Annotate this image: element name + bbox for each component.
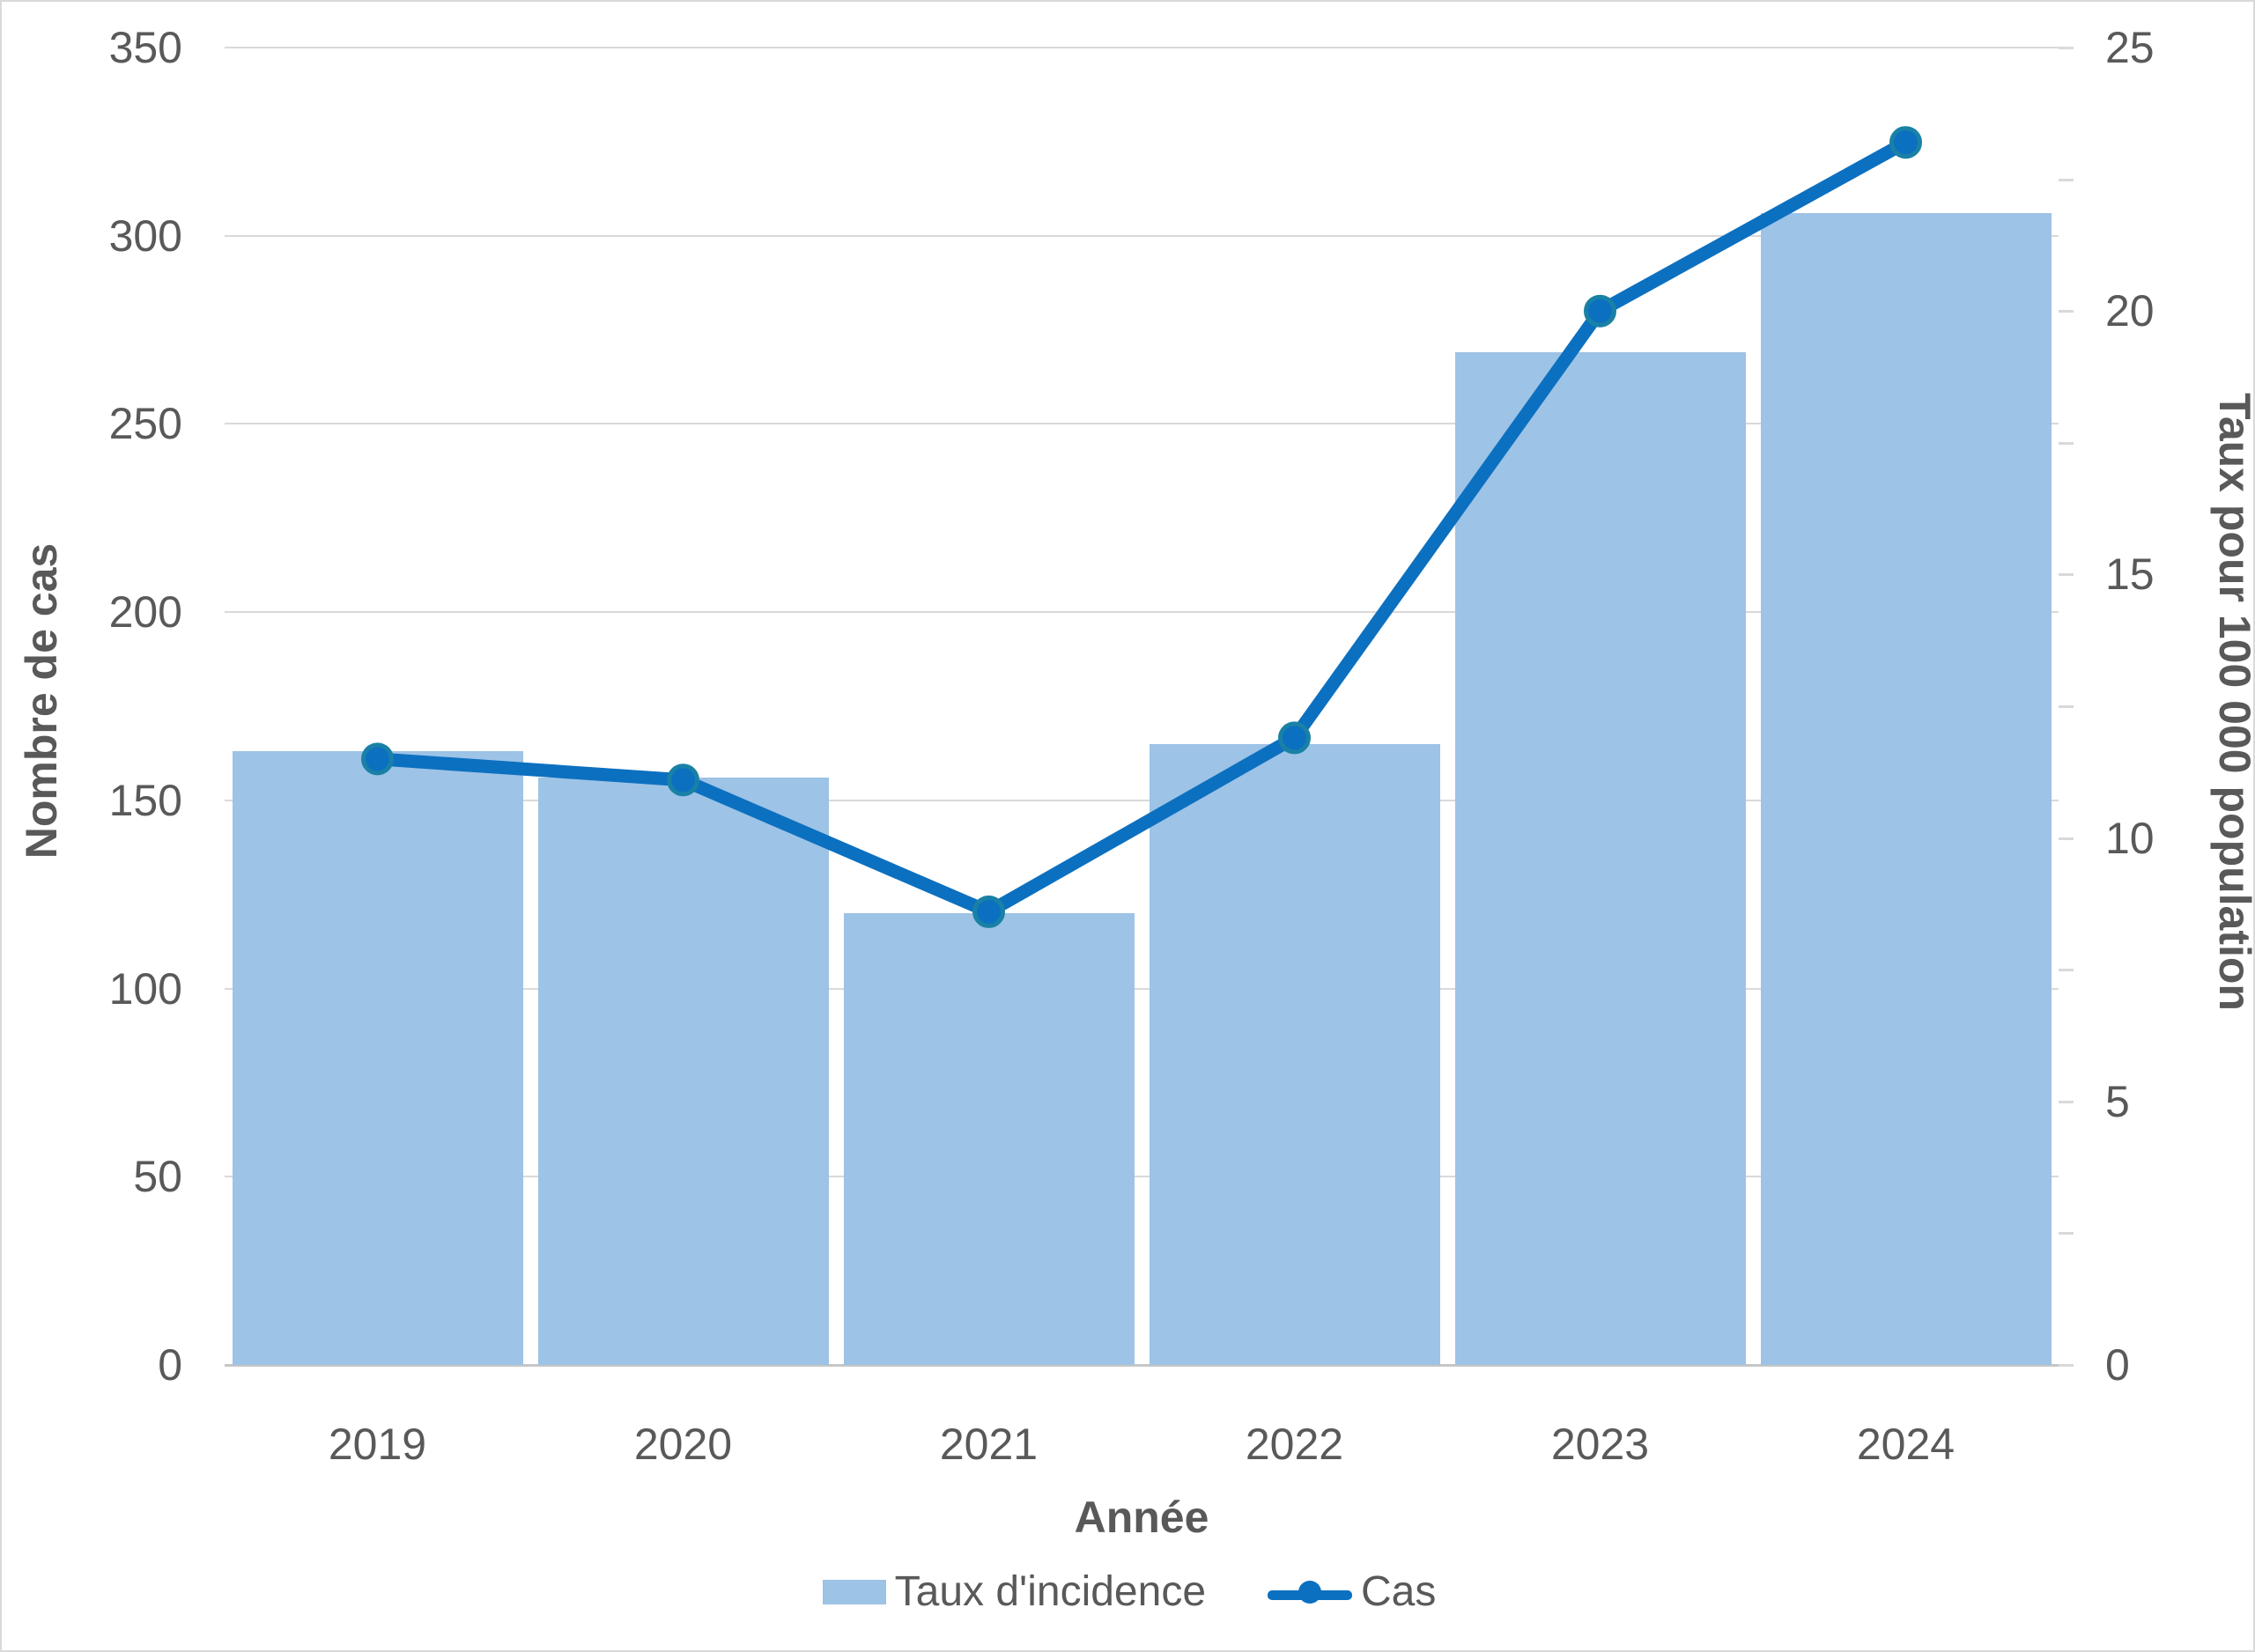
right-axis-tick-mark	[2059, 1364, 2074, 1367]
legend-item-cas[interactable]: Cas	[1268, 1567, 1436, 1616]
right-axis-title: Taux pour 100 000 population	[2210, 393, 2255, 1011]
bar-2023[interactable]	[1454, 352, 1746, 1365]
right-axis-tick-mark	[2059, 47, 2074, 49]
right-axis-tick-mark	[2059, 573, 2074, 577]
right-tick-25: 25	[2105, 23, 2155, 72]
bar-2020[interactable]	[537, 778, 829, 1365]
line-point-2019[interactable]	[361, 742, 394, 776]
line-point-2022[interactable]	[1278, 721, 1311, 755]
left-tick-100: 100	[108, 963, 182, 1014]
right-axis-tick-mark	[2059, 310, 2074, 313]
right-tick-10: 10	[2105, 813, 2155, 863]
line-point-2023[interactable]	[1584, 294, 1616, 328]
left-tick-300: 300	[108, 210, 182, 261]
right-tick-15: 15	[2105, 549, 2155, 600]
left-tick-250: 250	[108, 399, 182, 449]
year-label-2023: 2023	[1550, 1420, 1650, 1469]
legend-label-taux-incidence: Taux d'incidence	[894, 1568, 1207, 1615]
gridline-350	[225, 47, 2059, 48]
bar-2019[interactable]	[232, 751, 523, 1365]
left-tick-50: 50	[133, 1152, 182, 1202]
right-tick-0: 0	[2105, 1340, 2130, 1390]
line-series-marker-icon	[1268, 1579, 1353, 1605]
left-tick-200: 200	[108, 587, 182, 638]
gridline-150	[225, 799, 2059, 801]
line-point-2024[interactable]	[1889, 126, 1922, 159]
right-axis-tick-mark	[2059, 178, 2074, 181]
gridline-50	[225, 1176, 2059, 1178]
gridline-200	[225, 611, 2059, 614]
left-tick-0: 0	[158, 1340, 182, 1390]
year-label-2020: 2020	[633, 1420, 733, 1469]
left-axis-title: Nombre de cas	[17, 542, 66, 859]
year-label-2022: 2022	[1245, 1420, 1344, 1469]
gridline-250	[225, 423, 2059, 425]
year-label-2021: 2021	[939, 1420, 1039, 1469]
right-tick-20: 20	[2105, 286, 2155, 336]
bar-2022[interactable]	[1149, 743, 1440, 1365]
legend: Taux d'incidence Cas	[2, 1567, 2253, 1616]
bar-2024[interactable]	[1760, 213, 2052, 1365]
gridline-100	[225, 987, 2059, 990]
year-label-2019: 2019	[328, 1420, 427, 1469]
left-tick-350: 350	[108, 23, 182, 72]
legend-label-cas: Cas	[1361, 1568, 1437, 1615]
right-axis-tick-mark	[2059, 1232, 2074, 1235]
cas-line[interactable]	[371, 136, 1912, 918]
bar-series-swatch-icon	[822, 1579, 886, 1604]
legend-item-taux-incidence[interactable]: Taux d'incidence	[822, 1567, 1207, 1616]
line-point-2021[interactable]	[972, 895, 1005, 928]
bar-2021[interactable]	[843, 913, 1135, 1365]
right-axis-tick-mark	[2059, 1100, 2074, 1103]
year-label-2024: 2024	[1856, 1420, 1956, 1469]
x-axis-line	[225, 1364, 2059, 1367]
right-tick-5: 5	[2105, 1076, 2130, 1126]
right-axis-tick-mark	[2059, 705, 2074, 708]
left-tick-150: 150	[108, 775, 182, 825]
right-axis-tick-mark	[2059, 837, 2074, 840]
right-axis-tick-mark	[2059, 969, 2074, 972]
x-axis-title: Année	[1074, 1493, 1209, 1542]
right-axis-tick-mark	[2059, 441, 2074, 445]
gridline-300	[225, 234, 2059, 237]
line-point-2020[interactable]	[667, 763, 699, 797]
